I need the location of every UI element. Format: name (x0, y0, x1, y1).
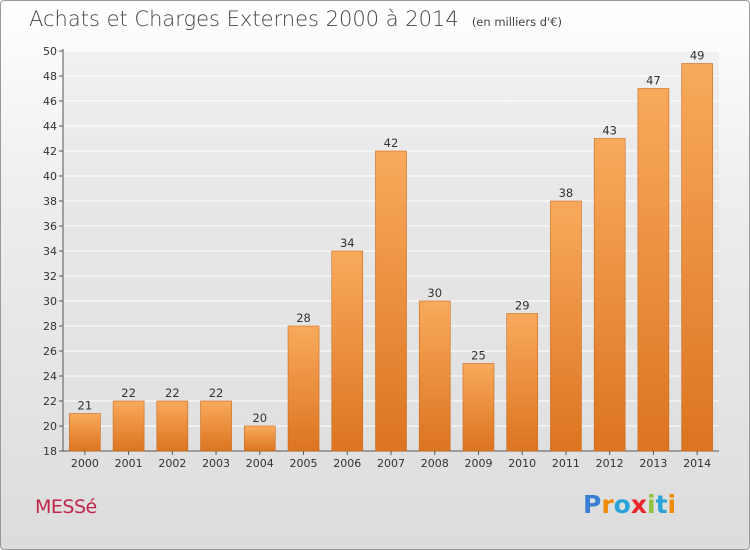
y-tick-label: 44 (43, 120, 57, 133)
bar-2008 (418, 300, 451, 452)
x-tick-label: 2004 (246, 457, 274, 470)
logo-letter: x (630, 490, 647, 519)
y-tick-label: 46 (43, 95, 57, 108)
bar-2013 (637, 88, 670, 452)
x-tick-label: 2001 (115, 457, 143, 470)
y-tick-label: 24 (43, 370, 57, 383)
chart-title: Achats et Charges Externes 2000 à 2014 (29, 7, 459, 31)
x-tick-label: 2014 (683, 457, 711, 470)
y-tick-label: 42 (43, 145, 57, 158)
data-label: 43 (602, 124, 617, 138)
data-label: 28 (296, 311, 311, 325)
bar-2009 (462, 363, 495, 452)
chart-unit: (en milliers d'€) (471, 15, 563, 29)
x-tick-label: 2011 (552, 457, 580, 470)
bar-2011 (550, 200, 582, 452)
logo-letter: o (613, 490, 631, 519)
bar-2005 (287, 325, 320, 452)
logo-letter: r (601, 490, 614, 519)
logo-letter: P (583, 490, 602, 519)
bar-2014 (681, 63, 713, 452)
bar-2004 (244, 425, 276, 452)
bar-2007 (375, 150, 407, 452)
data-label: 22 (165, 386, 180, 400)
x-tick-label: 2010 (508, 457, 536, 470)
data-label: 49 (690, 49, 705, 63)
data-label: 38 (559, 186, 574, 200)
x-tick-label: 2000 (71, 457, 99, 470)
data-label: 42 (384, 136, 399, 150)
y-tick-label: 26 (43, 345, 57, 358)
data-label: 34 (340, 236, 355, 250)
x-tick-label: 2013 (639, 457, 667, 470)
y-tick-label: 38 (43, 195, 57, 208)
y-tick-label: 36 (43, 220, 57, 233)
y-tick-label: 20 (43, 420, 57, 433)
x-tick-label: 2009 (464, 457, 492, 470)
data-label: 22 (209, 386, 224, 400)
x-tick-label: 2007 (377, 457, 405, 470)
y-tick-label: 28 (43, 320, 57, 333)
logo-letter: i (667, 490, 677, 519)
commune-name: MESSé (35, 496, 97, 518)
bar-2012 (593, 138, 626, 452)
y-tick-label: 48 (43, 70, 57, 83)
y-tick-label: 50 (43, 45, 57, 58)
logo-letter: t (655, 490, 668, 519)
y-tick-label: 32 (43, 270, 57, 283)
data-label: 30 (427, 286, 442, 300)
y-tick-label: 22 (43, 395, 57, 408)
data-label: 21 (78, 399, 93, 413)
y-tick-label: 34 (43, 245, 57, 258)
bar-2003 (200, 400, 232, 452)
x-tick-label: 2003 (202, 457, 230, 470)
x-tick-label: 2008 (421, 457, 449, 470)
y-tick-label: 18 (43, 445, 57, 458)
x-tick-label: 2005 (290, 457, 318, 470)
x-tick-label: 2002 (158, 457, 186, 470)
bar-2001 (112, 400, 145, 452)
bar-2000 (69, 413, 101, 452)
y-tick-label: 40 (43, 170, 57, 183)
x-tick-label: 2012 (596, 457, 624, 470)
data-label: 22 (121, 386, 136, 400)
proxiti-logo[interactable]: Proxiti (583, 490, 676, 519)
data-label: 29 (515, 299, 530, 313)
bar-2010 (506, 313, 539, 452)
data-label: 20 (252, 411, 267, 425)
data-label: 25 (471, 349, 486, 363)
data-label: 47 (646, 74, 661, 88)
x-tick-label: 2006 (333, 457, 361, 470)
y-tick-label: 30 (43, 295, 57, 308)
chart-title-block: Achats et Charges Externes 2000 à 2014 (… (29, 7, 562, 31)
logo-letter: i (647, 490, 656, 519)
bar-2002 (156, 400, 189, 452)
bar-2006 (331, 250, 364, 452)
